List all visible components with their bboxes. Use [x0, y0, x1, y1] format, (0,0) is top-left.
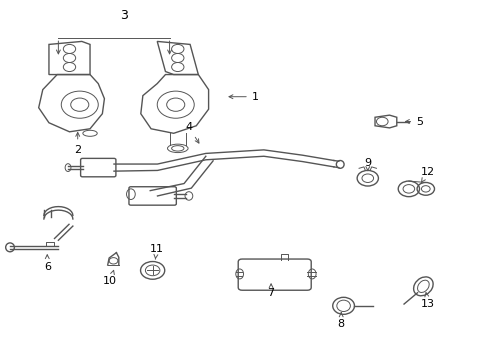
Text: 9: 9 — [364, 158, 370, 171]
Text: 5: 5 — [405, 117, 422, 126]
Text: 10: 10 — [103, 270, 117, 287]
Text: 8: 8 — [337, 313, 344, 329]
Text: 1: 1 — [228, 92, 258, 102]
Text: 12: 12 — [420, 167, 434, 182]
Text: 7: 7 — [267, 284, 274, 298]
Text: 13: 13 — [420, 293, 434, 309]
Text: 3: 3 — [120, 9, 127, 22]
Text: 11: 11 — [149, 244, 163, 259]
Text: 6: 6 — [43, 255, 51, 271]
Text: 2: 2 — [74, 132, 81, 154]
Text: 4: 4 — [185, 122, 199, 143]
